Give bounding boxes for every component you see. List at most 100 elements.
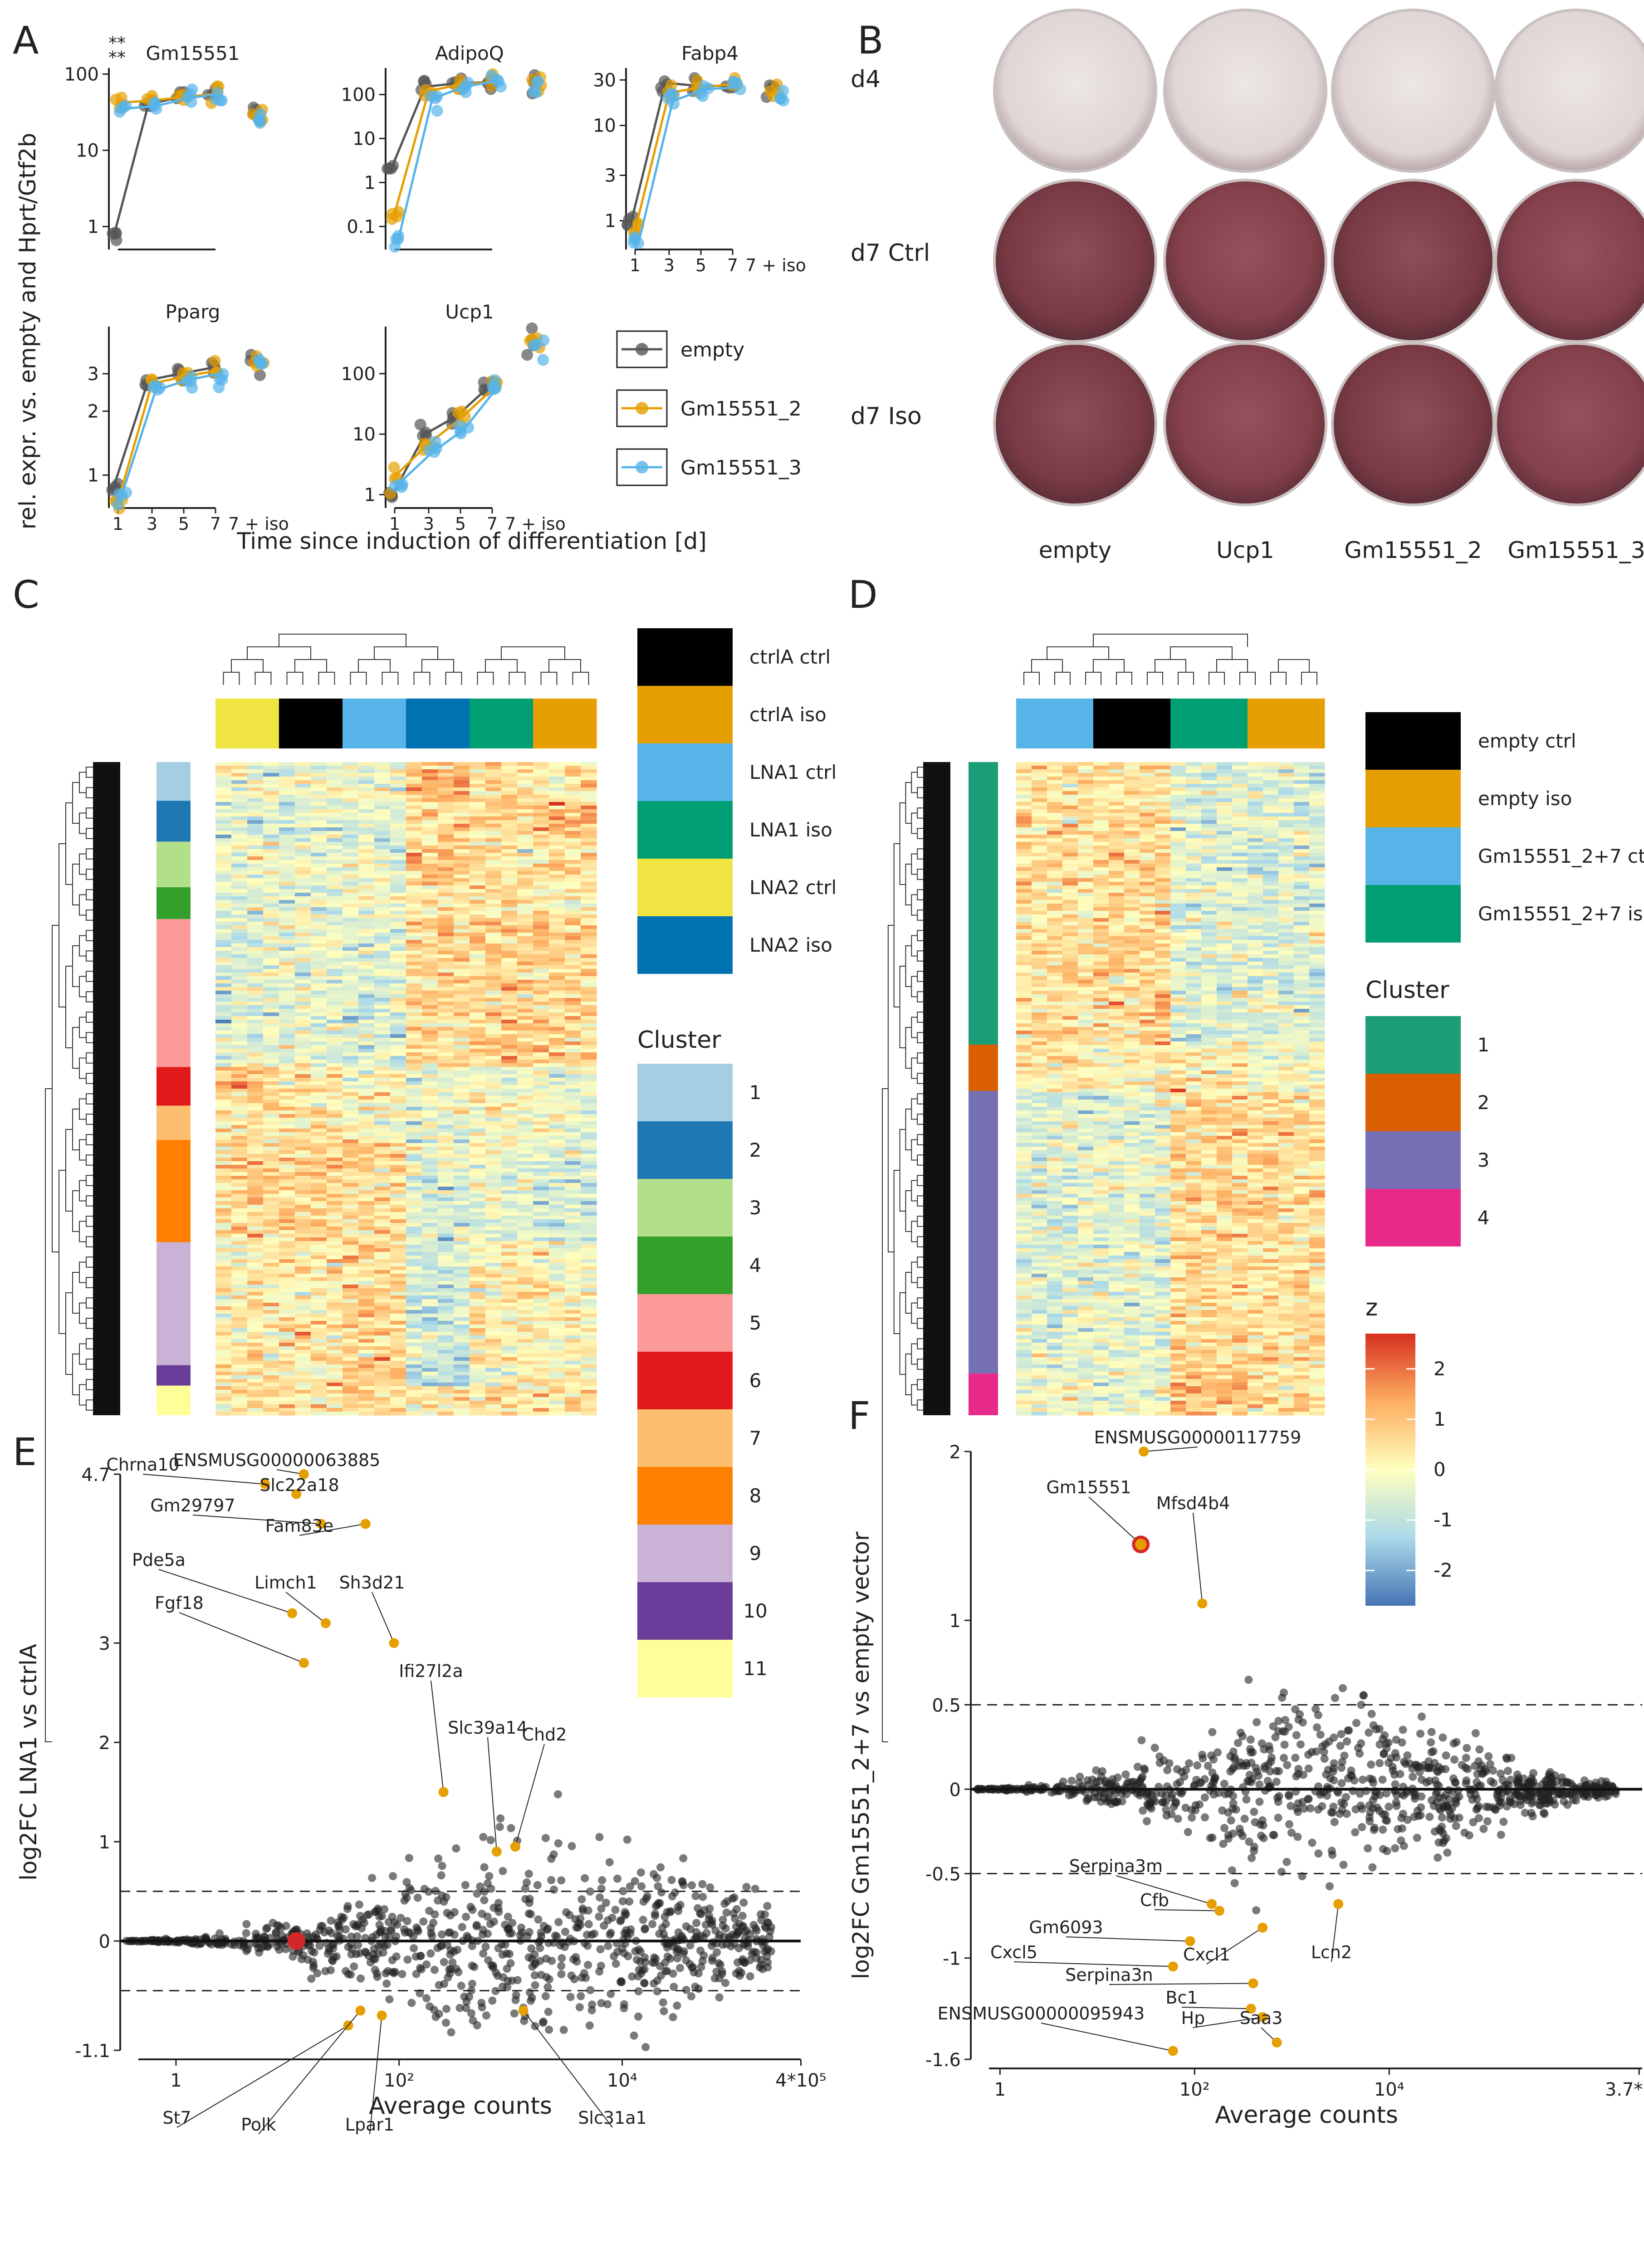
heatmap-cell (485, 1379, 502, 1383)
heatmap-cell (327, 827, 343, 831)
heatmap-cell (454, 994, 470, 998)
heatmap-cell (231, 1277, 248, 1281)
heatmap-cell (327, 1230, 343, 1234)
heatmap-cell (549, 1187, 565, 1191)
heatmap-cell (470, 1372, 486, 1376)
heatmap-cell (358, 1107, 375, 1111)
heatmap-cell (438, 922, 454, 926)
heatmap-cell (422, 929, 438, 933)
heatmap-cell (247, 1332, 264, 1336)
heatmap-cell (549, 780, 565, 784)
heatmap-cell (263, 1237, 279, 1242)
heatmap-cell (215, 893, 232, 897)
heatmap-cell (263, 1332, 279, 1336)
heatmap-cell (501, 1393, 518, 1398)
heatmap-cell (358, 1386, 375, 1390)
heatmap-cell (374, 893, 391, 897)
heatmap-cell (501, 875, 518, 879)
heatmap-cell (311, 1201, 327, 1205)
heatmap-cell (517, 1277, 533, 1281)
heatmap-cell (279, 1393, 295, 1398)
heatmap-cell (517, 1198, 533, 1202)
heatmap-cell (470, 1168, 486, 1173)
heatmap-cell (422, 1016, 438, 1020)
heatmap-cell (581, 1325, 597, 1329)
heatmap-cell (374, 907, 391, 911)
heatmap-cell (247, 1368, 264, 1372)
heatmap-cell (485, 1016, 502, 1020)
heatmap-cell (406, 1052, 422, 1056)
heatmap-cell (263, 925, 279, 929)
dendrogram-branch (79, 1384, 86, 1406)
heatmap-cell (358, 1234, 375, 1238)
heatmap-cell (438, 1303, 454, 1307)
heatmap-cell (470, 882, 486, 886)
heatmap-cell (295, 983, 311, 987)
heatmap-cell (247, 1314, 264, 1318)
heatmap-cell (247, 929, 264, 933)
heatmap-cell (263, 1339, 279, 1343)
heatmap-cell (279, 911, 295, 915)
legend-label: ctrlA ctrl (749, 646, 831, 668)
heatmap-cell (374, 849, 391, 853)
heatmap-cell (327, 1310, 343, 1314)
heatmap-cell (485, 871, 502, 875)
top-dendrogram-branch (223, 672, 240, 685)
heatmap-cell (438, 1270, 454, 1274)
significance-mark: ** (108, 33, 126, 53)
heatmap-cell (231, 925, 248, 929)
heatmap-cell (485, 1245, 502, 1249)
heatmap-cell (549, 1346, 565, 1350)
heatmap-cell (311, 1060, 327, 1064)
heatmap-cell (470, 925, 486, 929)
heatmap-cell (390, 980, 406, 984)
heatmap-cell (549, 1295, 565, 1300)
heatmap-cell (215, 780, 232, 784)
heatmap-cell (533, 1314, 549, 1318)
heatmap-cell (533, 911, 549, 915)
heatmap-cell (279, 1070, 295, 1075)
heatmap-cell (581, 1158, 597, 1162)
heatmap-cell (358, 1274, 375, 1278)
heatmap-cell (263, 853, 279, 857)
heatmap-cell (215, 1397, 232, 1401)
heatmap-cell (533, 1154, 549, 1158)
heatmap-cell (215, 1005, 232, 1009)
heatmap-cell (358, 1045, 375, 1049)
heatmap-cell (342, 1125, 359, 1129)
heatmap-cell (358, 1100, 375, 1104)
heatmap-cell (406, 1401, 422, 1405)
heatmap-cell (215, 962, 232, 966)
heatmap-cell (295, 1190, 311, 1194)
heatmap-cell (295, 878, 311, 882)
heatmap-cell (517, 911, 533, 915)
top-dendrogram-branch (485, 659, 518, 672)
heatmap-cell (327, 1161, 343, 1165)
heatmap-cell (374, 1361, 391, 1365)
heatmap-cell (390, 929, 406, 933)
heatmap-cell (231, 1237, 248, 1242)
heatmap-cell (501, 1179, 518, 1183)
panel-label-e: E (13, 1430, 37, 1474)
heatmap-cell (374, 1372, 391, 1376)
heatmap-cell (390, 1208, 406, 1212)
heatmap-cell (406, 820, 422, 824)
heatmap-cell (295, 820, 311, 824)
heatmap-cell (422, 991, 438, 995)
heatmap-cell (581, 922, 597, 926)
heatmap-cell (438, 1085, 454, 1089)
heatmap-cell (422, 1379, 438, 1383)
heatmap-cell (501, 1252, 518, 1256)
heatmap-cell (311, 1070, 327, 1075)
data-point-iso (253, 353, 265, 365)
heatmap-cell (263, 1310, 279, 1314)
heatmap-cell (374, 1049, 391, 1053)
heatmap-cell (327, 1114, 343, 1118)
heatmap-cell (470, 773, 486, 777)
top-dendrogram-branch (254, 672, 272, 685)
heatmap-cell (295, 1176, 311, 1180)
heatmap-cell (406, 787, 422, 792)
heatmap-cell (311, 1052, 327, 1056)
heatmap-cell (358, 1245, 375, 1249)
heatmap-cell (358, 787, 375, 792)
